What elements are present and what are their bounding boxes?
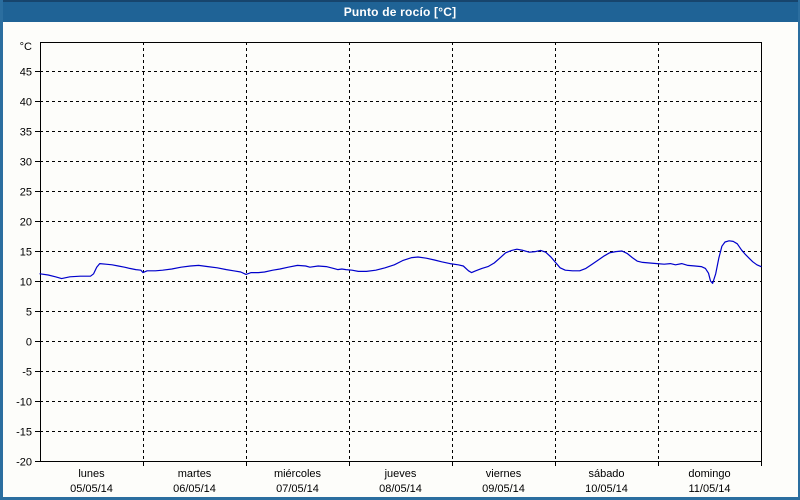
- day-name-label: jueves: [384, 468, 417, 480]
- y-tick-label: -5: [22, 367, 32, 379]
- chart-frame: [40, 42, 762, 462]
- y-tick-label: 20: [20, 217, 32, 229]
- dew-point-line: [39, 240, 762, 284]
- y-tick-label: 35: [20, 127, 32, 139]
- day-date-label: 05/05/14: [70, 483, 113, 495]
- day-name-label: sábado: [588, 468, 624, 480]
- y-tick-label: 45: [20, 67, 32, 79]
- day-date-label: 09/05/14: [482, 483, 525, 495]
- y-tick-label: 25: [20, 187, 32, 199]
- y-axis-unit-label: °C: [20, 41, 32, 53]
- day-name-label: miércoles: [274, 468, 322, 480]
- day-date-label: 07/05/14: [276, 483, 319, 495]
- day-name-label: domingo: [688, 468, 730, 480]
- y-tick-label: -20: [16, 457, 32, 469]
- y-tick-label: 30: [20, 157, 32, 169]
- y-tick-label: 0: [26, 337, 32, 349]
- y-tick-label: 10: [20, 277, 32, 289]
- y-tick-label: 5: [26, 307, 32, 319]
- day-date-label: 11/05/14: [688, 483, 730, 495]
- grid-group: [35, 42, 762, 466]
- window-title-bar: Punto de rocío [°C]: [0, 0, 800, 22]
- day-name-label: lunes: [78, 468, 105, 480]
- y-tick-label: -10: [16, 397, 32, 409]
- y-tick-label: -15: [16, 427, 32, 439]
- axis-labels-group: 45 40 35 30 25 20 15 10 5 0 -5 -10 -15 -20 °C lunes 05/0…: [16, 41, 731, 495]
- day-name-label: viernes: [486, 468, 522, 480]
- window-title: Punto de rocío [°C]: [343, 5, 457, 19]
- y-tick-label: 15: [20, 247, 32, 259]
- day-name-label: martes: [178, 468, 212, 480]
- day-date-label: 06/05/14: [173, 483, 216, 495]
- y-tick-label: 40: [20, 97, 32, 109]
- day-date-label: 08/05/14: [379, 483, 422, 495]
- day-date-label: 10/05/14: [585, 483, 628, 495]
